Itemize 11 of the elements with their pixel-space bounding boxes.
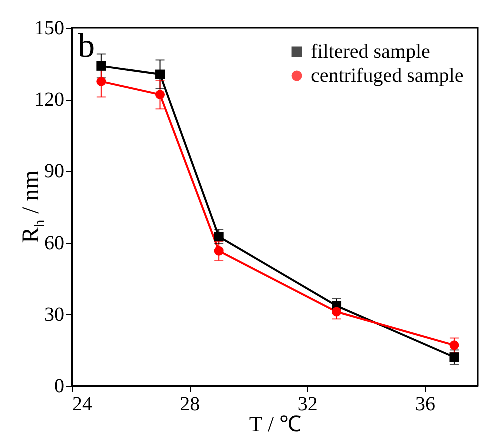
- x-tick-label: 36: [416, 394, 436, 416]
- y-tick-label: 0: [54, 376, 64, 398]
- y-tick-label: 90: [44, 160, 64, 183]
- y-tick-label: 120: [34, 89, 64, 112]
- legend-label: filtered sample: [311, 41, 431, 63]
- y-tick-label: 150: [34, 18, 64, 40]
- annotation: b: [78, 28, 95, 65]
- y-tick-label: 30: [44, 304, 64, 326]
- x-tick-label: 24: [72, 394, 92, 416]
- legend-label: centrifuged sample: [311, 65, 464, 87]
- x-tick-label: 28: [180, 394, 200, 416]
